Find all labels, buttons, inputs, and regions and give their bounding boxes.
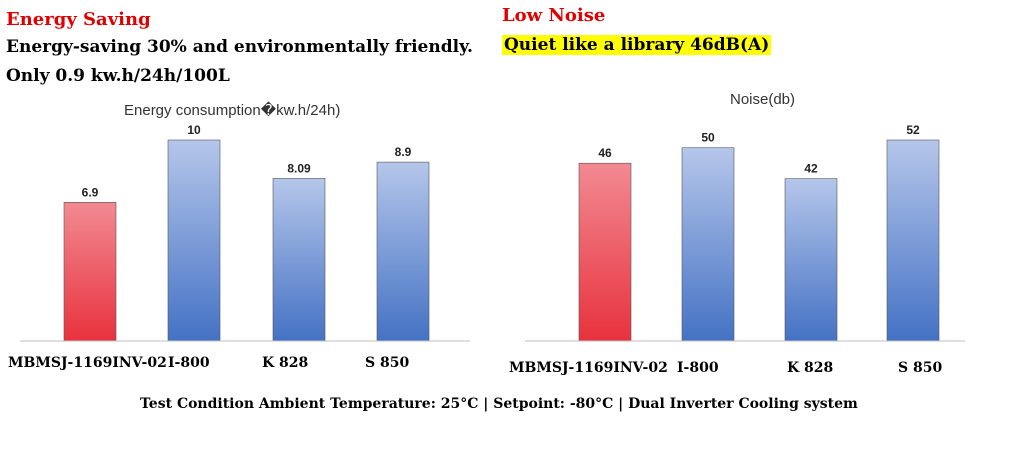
test-condition-footer: Test Condition Ambient Temperature: 25°C… xyxy=(140,396,858,412)
noise-bar xyxy=(578,162,632,342)
noise-chart-title: Noise(db) xyxy=(730,91,796,108)
energy-category-label: I-800 xyxy=(168,355,210,371)
noise-category-label: MBMSJ-1169INV-02 xyxy=(509,360,668,376)
energy-chart-title: Energy consumption�kw.h/24h) xyxy=(124,102,341,119)
low-noise-text: Quiet like a library 46dB(A) xyxy=(502,35,772,55)
noise-category-label: K 828 xyxy=(787,360,834,376)
energy-bar xyxy=(167,139,221,342)
energy-category-label: K 828 xyxy=(262,355,309,371)
energy-value-label: 6.9 xyxy=(82,185,99,199)
noise-bar xyxy=(886,139,940,342)
noise-bar xyxy=(681,147,735,342)
energy-category-label: MBMSJ-1169INV-02 xyxy=(8,355,167,371)
noise-category-label: I-800 xyxy=(677,360,719,376)
energy-value-label: 8.9 xyxy=(395,145,412,159)
energy-bar xyxy=(376,161,430,342)
noise-value-label: 50 xyxy=(701,131,715,145)
energy-bar xyxy=(272,178,326,342)
noise-value-label: 52 xyxy=(906,123,920,137)
noise-category-label: S 850 xyxy=(898,360,943,376)
energy-value-label: 10 xyxy=(187,123,201,137)
low-noise-heading: Low Noise xyxy=(502,5,606,26)
energy-category-label: S 850 xyxy=(365,355,410,371)
energy-saving-heading: Energy Saving xyxy=(6,9,151,30)
noise-value-label: 42 xyxy=(804,162,818,176)
noise-value-label: 46 xyxy=(598,146,612,160)
energy-value-label: 8.09 xyxy=(287,161,311,175)
energy-saving-text-1: Energy-saving 30% and environmentally fr… xyxy=(6,37,473,57)
energy-saving-text-2: Only 0.9 kw.h/24h/100L xyxy=(6,66,230,86)
noise-bar xyxy=(784,178,838,342)
